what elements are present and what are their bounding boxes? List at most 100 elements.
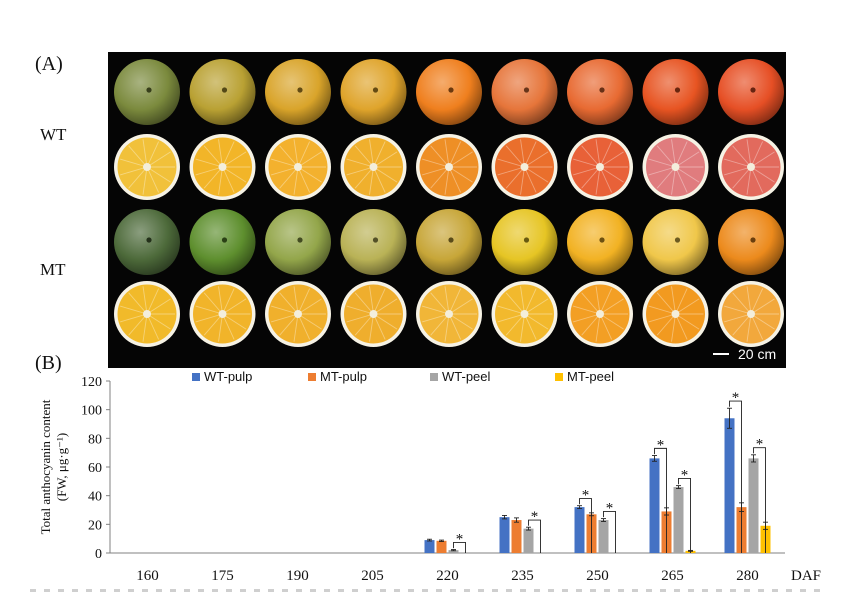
- bar-mt-pulp: [436, 540, 447, 553]
- wt-cut-fruit-1: [114, 134, 180, 200]
- legend-entry: WT-peel: [430, 369, 491, 384]
- wt-row-label: WT: [40, 125, 67, 144]
- mt-cut-fruit-3: [265, 281, 331, 347]
- x-tick-label: 160: [136, 568, 159, 584]
- significance-star: *: [756, 437, 764, 453]
- significance-bracket: *: [603, 500, 616, 553]
- scale-bar: 20 cm: [713, 346, 776, 362]
- wt-whole-fruit-7: [567, 59, 633, 125]
- significance-bracket: *: [729, 390, 742, 553]
- bar-wt-peel: [673, 487, 684, 553]
- wt-whole-fruit-1: [114, 59, 180, 125]
- mt-cut-fruit-6: [491, 281, 558, 347]
- significance-bracket: *: [528, 509, 541, 553]
- mt-whole-fruit-7: [567, 209, 633, 275]
- mt-whole-fruit-4: [340, 209, 407, 275]
- panel-b-label: (B): [35, 352, 62, 374]
- mt-whole-fruit-2: [189, 209, 256, 275]
- error-bar: [514, 517, 519, 523]
- significance-star: *: [681, 467, 689, 483]
- x-tick-label: 280: [736, 568, 759, 584]
- x-tick-label: 190: [286, 568, 309, 584]
- mt-whole-fruit-5: [416, 209, 482, 275]
- x-tick-label: 220: [436, 568, 459, 584]
- y-tick-label: 120: [81, 375, 102, 390]
- legend-label: MT-pulp: [320, 369, 367, 384]
- x-tick-label: 235: [511, 568, 534, 584]
- y-tick-label: 100: [81, 404, 102, 419]
- wt-whole-fruit-8: [642, 59, 709, 125]
- bar-wt-pulp: [499, 517, 510, 553]
- x-tick-label: 175: [211, 568, 234, 584]
- bar-wt-pulp: [424, 540, 435, 553]
- legend-swatch: [308, 373, 316, 381]
- bar-wt-peel: [598, 520, 609, 553]
- mt-whole-fruit-9: [718, 209, 784, 275]
- error-bar: [577, 505, 582, 510]
- significance-star: *: [657, 437, 665, 453]
- significance-star: *: [456, 531, 464, 547]
- mt-cut-fruit-9: [718, 281, 784, 347]
- error-bar: [451, 549, 456, 552]
- significance-star: *: [531, 509, 539, 525]
- legend-label: MT-peel: [567, 369, 614, 384]
- legend-label: WT-peel: [442, 369, 491, 384]
- legend-swatch: [192, 373, 200, 381]
- wt-cut-fruit-5: [416, 134, 482, 200]
- error-bar: [751, 454, 756, 463]
- error-bar: [427, 538, 432, 542]
- mt-whole-fruit-3: [265, 209, 331, 275]
- mt-cut-fruit-5: [416, 281, 482, 347]
- anthocyanin-bar-chart: 0 20 40 60 80 100 120 Total anthocyanin content…: [38, 369, 821, 584]
- legend-swatch: [555, 373, 563, 381]
- wt-cut-fruit-7: [567, 134, 633, 200]
- wt-whole-fruit-5: [416, 59, 482, 125]
- mt-cut-fruit-1: [114, 281, 180, 347]
- wt-cut-fruit-9: [718, 134, 784, 200]
- x-axis-label: DAF: [791, 568, 821, 584]
- legend-entry: MT-pulp: [308, 369, 367, 384]
- bar-wt-pulp: [724, 418, 735, 553]
- y-tick-label: 80: [88, 432, 102, 447]
- panel-a-label: (A): [35, 53, 63, 75]
- y-tick-label: 20: [88, 518, 102, 533]
- mt-cut-fruit-2: [189, 281, 256, 347]
- significance-bracket: *: [654, 437, 667, 553]
- significance-star: *: [606, 500, 614, 516]
- y-tick-label: 60: [88, 461, 102, 476]
- error-bar: [502, 514, 507, 520]
- bar-wt-peel: [523, 528, 534, 553]
- x-tick-label: 265: [661, 568, 684, 584]
- legend-label: WT-pulp: [204, 369, 252, 384]
- significance-star: *: [732, 390, 740, 406]
- bar-wt-peel: [748, 458, 759, 553]
- significance-star: *: [582, 488, 590, 504]
- significance-bracket: *: [453, 531, 466, 553]
- legend-entry: MT-peel: [555, 369, 614, 384]
- wt-whole-fruit-3: [265, 59, 331, 125]
- x-tick-label: 250: [586, 568, 609, 584]
- significance-bracket: *: [753, 437, 766, 553]
- wt-cut-fruit-4: [340, 134, 407, 200]
- fruit-photo-panel: 20 cm: [108, 52, 786, 368]
- mt-whole-fruit-1: [114, 209, 180, 275]
- y-axis-unit-label: (FW, μg·g⁻¹): [54, 433, 69, 502]
- wt-cut-fruit-8: [642, 134, 709, 200]
- y-tick-label: 40: [88, 490, 102, 505]
- error-bar: [652, 455, 657, 462]
- bar-mt-pulp: [511, 520, 522, 553]
- wt-whole-fruit-6: [491, 59, 558, 125]
- y-axis-label: Total anthocyanin content: [38, 399, 53, 534]
- error-bar: [727, 407, 732, 429]
- mt-whole-fruit-6: [491, 209, 558, 275]
- mt-row-label: MT: [40, 260, 66, 279]
- error-bar: [526, 526, 531, 531]
- error-bar: [439, 539, 444, 542]
- y-tick-label: 0: [95, 547, 102, 562]
- bar-wt-pulp: [649, 458, 660, 553]
- mt-cut-fruit-8: [642, 281, 709, 347]
- mt-cut-fruit-4: [340, 281, 407, 347]
- mt-whole-fruit-8: [642, 209, 709, 275]
- x-tick-label: 205: [361, 568, 384, 584]
- wt-cut-fruit-6: [491, 134, 558, 200]
